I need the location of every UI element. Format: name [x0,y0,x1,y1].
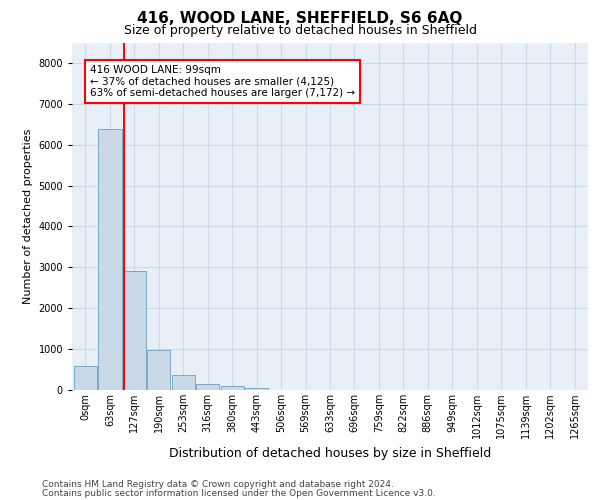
X-axis label: Distribution of detached houses by size in Sheffield: Distribution of detached houses by size … [169,446,491,460]
Bar [123,270,146,390]
Text: 416, WOOD LANE, SHEFFIELD, S6 6AQ: 416, WOOD LANE, SHEFFIELD, S6 6AQ [137,11,463,26]
Y-axis label: Number of detached properties: Number of detached properties [23,128,33,304]
Bar [147,350,170,390]
Bar [221,386,244,390]
Bar [74,366,97,390]
Text: Contains public sector information licensed under the Open Government Licence v3: Contains public sector information licen… [42,488,436,498]
Bar [98,129,122,390]
Text: Contains HM Land Registry data © Crown copyright and database right 2024.: Contains HM Land Registry data © Crown c… [42,480,394,489]
Bar [196,384,220,390]
Bar [245,388,268,390]
Text: 416 WOOD LANE: 99sqm
← 37% of detached houses are smaller (4,125)
63% of semi-de: 416 WOOD LANE: 99sqm ← 37% of detached h… [90,65,355,98]
Bar [172,376,195,390]
Text: Size of property relative to detached houses in Sheffield: Size of property relative to detached ho… [124,24,476,37]
